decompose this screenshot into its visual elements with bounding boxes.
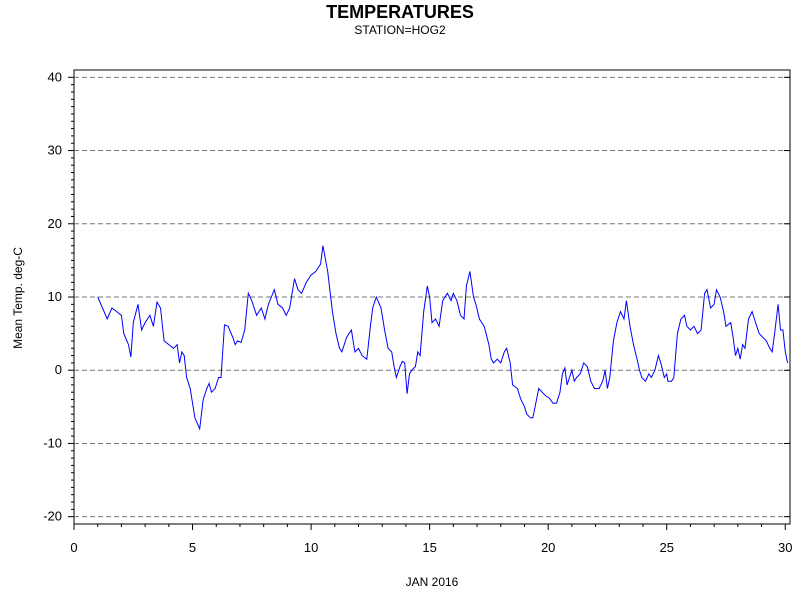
series-line bbox=[97, 245, 789, 431]
y-axis-label: Mean Temp. deg-C bbox=[11, 247, 25, 349]
x-tick-label: 30 bbox=[778, 540, 792, 555]
y-tick-label: 40 bbox=[48, 69, 62, 84]
y-tick-label: -10 bbox=[43, 435, 62, 450]
x-tick-label: 20 bbox=[541, 540, 555, 555]
y-tick-label: 10 bbox=[48, 289, 62, 304]
x-tick-label: 0 bbox=[70, 540, 77, 555]
chart-subtitle: STATION=HOG2 bbox=[354, 23, 446, 37]
x-axis: 0 5 10 15 20 25 30 bbox=[70, 524, 792, 555]
y-tick-label: 20 bbox=[48, 216, 62, 231]
x-tick-label: 10 bbox=[304, 540, 318, 555]
x-axis-label: JAN 2016 bbox=[406, 575, 459, 589]
chart-title: TEMPERATURES bbox=[326, 2, 474, 22]
x-tick-label: 25 bbox=[659, 540, 673, 555]
series-layer bbox=[97, 245, 789, 431]
y-tick-label: 0 bbox=[55, 362, 62, 377]
y-axis: -20 -10 0 10 20 30 40 bbox=[43, 69, 790, 524]
y-tick-label: -20 bbox=[43, 509, 62, 524]
x-tick-label: 5 bbox=[189, 540, 196, 555]
y-tick-label: 30 bbox=[48, 143, 62, 158]
x-tick-label: 15 bbox=[422, 540, 436, 555]
grid-lines bbox=[74, 76, 790, 518]
